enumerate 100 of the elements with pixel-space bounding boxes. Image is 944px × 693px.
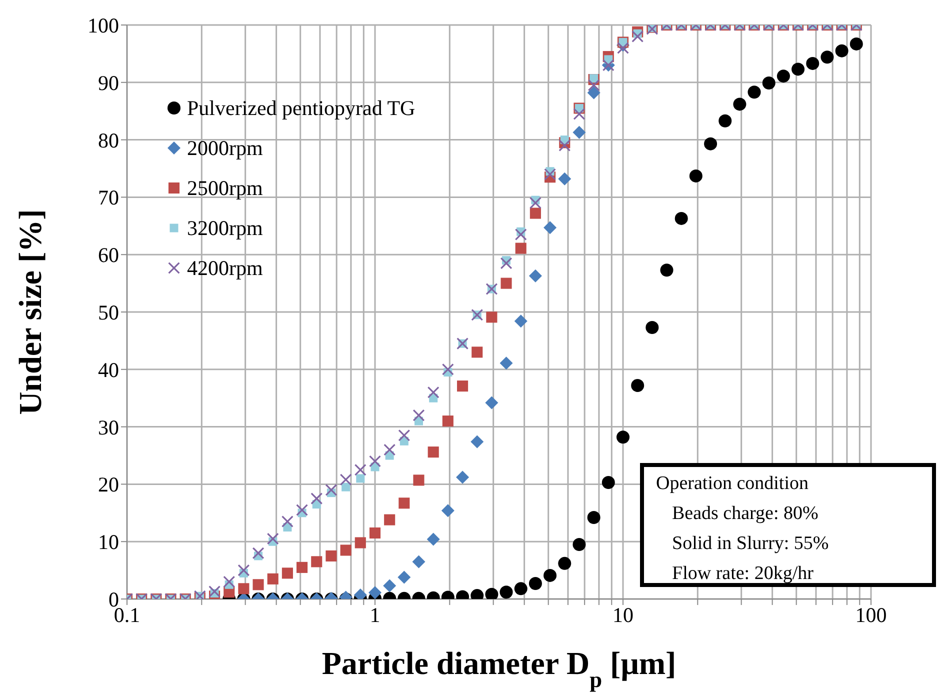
point — [558, 172, 572, 186]
point — [472, 346, 483, 358]
point — [748, 86, 761, 99]
point — [528, 577, 542, 590]
point — [776, 70, 790, 83]
point — [792, 62, 805, 76]
point — [514, 582, 528, 596]
point — [238, 564, 250, 576]
point — [369, 527, 381, 539]
point — [500, 278, 512, 289]
point — [486, 312, 498, 323]
point — [368, 586, 382, 599]
point — [456, 470, 470, 484]
legend-label: 4200rpm — [187, 255, 263, 282]
point — [850, 37, 863, 50]
point — [340, 474, 352, 486]
point — [267, 573, 278, 584]
point — [544, 568, 557, 582]
point — [442, 416, 454, 427]
point — [383, 579, 396, 592]
point — [544, 221, 557, 234]
point — [646, 321, 659, 334]
point — [514, 314, 528, 328]
legend-label: 2000rpm — [187, 135, 263, 162]
point — [515, 242, 526, 254]
y-tick-label: 10 — [98, 530, 119, 554]
point — [528, 269, 542, 282]
point — [588, 79, 600, 92]
legend-label: 3200rpm — [187, 215, 263, 242]
y-tick-label: 90 — [98, 70, 119, 95]
point — [646, 25, 658, 36]
point — [296, 562, 308, 573]
point — [398, 429, 410, 442]
annotation: Beads charge: 80% — [671, 502, 820, 526]
x-tick-label: 100 — [855, 602, 887, 627]
point — [514, 228, 527, 241]
point — [427, 386, 440, 398]
point — [835, 44, 848, 58]
legend-label: Pulverized pentiopyrad TG — [187, 95, 416, 122]
legend-label: 2500rpm — [187, 175, 263, 202]
point — [266, 532, 279, 545]
point — [544, 168, 556, 180]
point — [558, 140, 571, 152]
point — [617, 42, 629, 54]
point — [412, 555, 426, 568]
point — [485, 588, 498, 599]
point — [689, 169, 702, 182]
point — [326, 550, 337, 562]
point — [342, 482, 350, 492]
point — [820, 50, 834, 64]
y-axis-title: Under size [%] — [12, 209, 48, 415]
point — [442, 363, 454, 376]
point — [369, 455, 381, 468]
point — [384, 444, 396, 456]
point — [587, 510, 600, 524]
point — [356, 474, 365, 483]
y-tick-label: 40 — [98, 358, 119, 382]
point — [238, 583, 250, 594]
annotation: Solid in Slurry: 55% — [671, 532, 830, 556]
point — [441, 504, 454, 518]
point — [674, 212, 688, 225]
point — [354, 464, 366, 476]
point — [470, 435, 484, 448]
point — [500, 257, 512, 270]
point — [281, 516, 294, 528]
point — [426, 532, 440, 546]
point — [398, 498, 410, 509]
point — [587, 86, 600, 100]
point — [428, 446, 439, 458]
point — [718, 114, 732, 128]
point — [733, 98, 746, 111]
point — [457, 380, 468, 392]
point — [572, 538, 586, 551]
annotation: Operation condition — [656, 472, 810, 496]
point — [631, 378, 644, 392]
x-axis-title: Particle diameter D$_{p}$ [μm] — [322, 645, 676, 692]
point — [412, 409, 425, 422]
point — [398, 570, 411, 584]
y-tick-label: 20 — [98, 472, 119, 497]
y-tick-label: 30 — [98, 415, 119, 440]
point — [762, 76, 776, 90]
point — [354, 537, 366, 548]
point — [282, 568, 293, 579]
point — [529, 196, 542, 209]
point — [485, 396, 498, 410]
point — [325, 484, 338, 496]
point — [500, 586, 513, 599]
point — [572, 126, 586, 139]
y-tick-label: 80 — [98, 128, 119, 152]
point — [660, 264, 674, 277]
x-tick-label: 10 — [612, 602, 634, 627]
point — [311, 556, 322, 568]
point — [223, 576, 236, 588]
point — [208, 586, 221, 598]
point — [252, 547, 264, 560]
point — [252, 579, 264, 590]
point — [573, 108, 586, 120]
point — [500, 356, 513, 370]
x-tick-label: 1 — [370, 602, 380, 627]
y-tick-label: 60 — [98, 243, 119, 268]
